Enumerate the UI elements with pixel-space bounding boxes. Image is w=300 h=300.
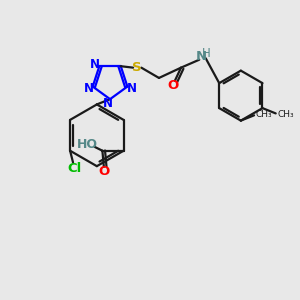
Text: S: S xyxy=(132,61,142,74)
Text: HO: HO xyxy=(77,138,98,151)
Text: CH₃: CH₃ xyxy=(256,110,272,118)
Text: N: N xyxy=(90,58,100,71)
Text: O: O xyxy=(167,80,179,92)
Text: N: N xyxy=(195,50,207,63)
Text: N: N xyxy=(103,97,113,110)
Text: N: N xyxy=(127,82,136,95)
Text: CH₃: CH₃ xyxy=(277,110,294,119)
Text: H: H xyxy=(202,47,211,60)
Text: Cl: Cl xyxy=(68,162,82,175)
Text: O: O xyxy=(98,165,110,178)
Text: N: N xyxy=(84,82,94,95)
